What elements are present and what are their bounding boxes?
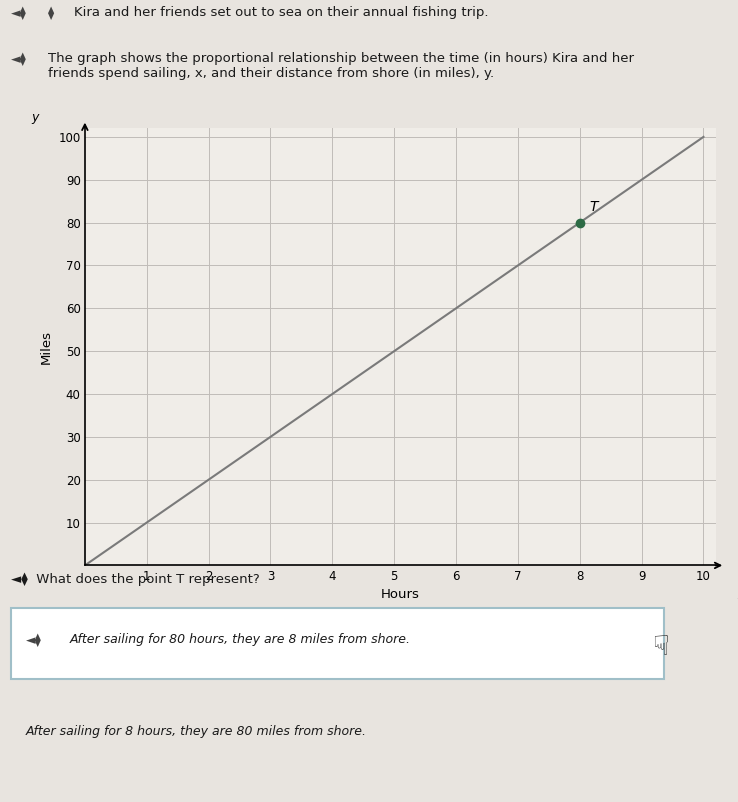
- Text: ◄⧫  What does the point T represent?: ◄⧫ What does the point T represent?: [11, 573, 260, 586]
- Y-axis label: Miles: Miles: [40, 330, 53, 364]
- Text: Kira and her friends set out to sea on their annual fishing trip.: Kira and her friends set out to sea on t…: [74, 6, 489, 19]
- Text: After sailing for 80 hours, they are 8 miles from shore.: After sailing for 80 hours, they are 8 m…: [70, 634, 411, 646]
- Text: ◄⧫: ◄⧫: [11, 6, 27, 20]
- Text: After sailing for 8 hours, they are 80 miles from shore.: After sailing for 8 hours, they are 80 m…: [26, 724, 367, 738]
- Text: ⧫: ⧫: [48, 6, 54, 20]
- FancyBboxPatch shape: [11, 608, 664, 679]
- Text: ◄⧫: ◄⧫: [26, 633, 41, 646]
- Text: y: y: [32, 111, 39, 124]
- Text: ☟: ☟: [652, 633, 669, 661]
- Text: The graph shows the proportional relationship between the time (in hours) Kira a: The graph shows the proportional relatio…: [48, 52, 634, 80]
- Text: ◄⧫: ◄⧫: [11, 52, 27, 66]
- Text: T: T: [589, 200, 598, 214]
- X-axis label: Hours: Hours: [381, 588, 420, 602]
